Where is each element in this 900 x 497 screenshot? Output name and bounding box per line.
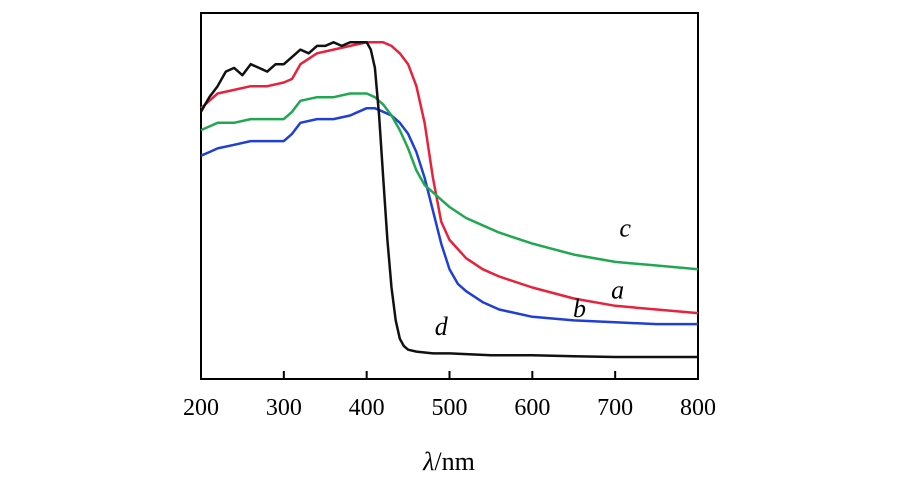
- series-lines: [199, 41, 699, 359]
- x-tick-label: 300: [266, 395, 302, 421]
- x-tick-label: 200: [183, 395, 219, 421]
- plot-frame: [200, 12, 699, 380]
- series-label-d: d: [435, 312, 449, 341]
- x-tick-label: 800: [680, 395, 716, 421]
- series-label-c: c: [619, 213, 631, 242]
- series-label-a: a: [611, 275, 624, 304]
- x-axis-ticks: [200, 371, 699, 379]
- series-label-b: b: [573, 294, 586, 323]
- series-line-c: [200, 92, 699, 271]
- x-axis-title: λ/nm: [422, 447, 475, 476]
- x-axis-unit: /nm: [434, 447, 474, 476]
- series-line-a: [200, 41, 699, 315]
- x-tick-label: 500: [432, 395, 468, 421]
- series-line-d: [199, 41, 698, 359]
- series-labels: c ab d: [435, 213, 632, 341]
- x-tick-label: 700: [597, 395, 633, 421]
- x-axis-tick-labels: 200 300 400 500 600 700 800: [183, 395, 716, 421]
- x-tick-label: 600: [514, 395, 550, 421]
- x-axis-symbol: λ: [422, 447, 434, 476]
- x-tick-label: 400: [349, 395, 385, 421]
